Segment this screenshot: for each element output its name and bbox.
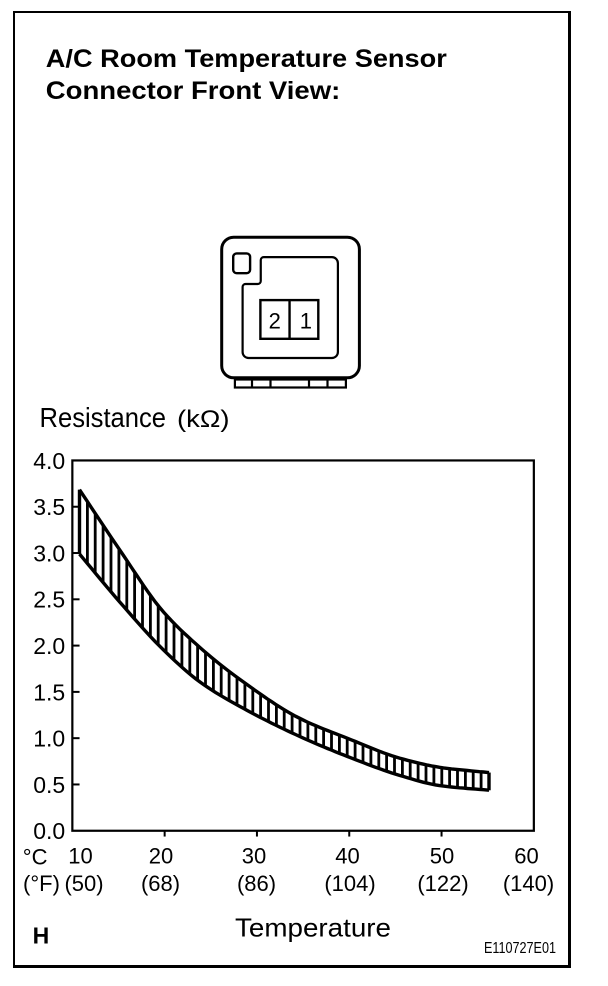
- svg-text:40: 40: [335, 844, 359, 869]
- svg-text:Connector Front View:: Connector Front View:: [46, 77, 341, 105]
- svg-text:2: 2: [269, 308, 281, 333]
- svg-text:H: H: [33, 923, 50, 949]
- svg-text:1.0: 1.0: [33, 726, 65, 752]
- svg-text:3.0: 3.0: [33, 540, 65, 566]
- svg-text:0.0: 0.0: [33, 818, 65, 844]
- svg-text:(122): (122): [417, 871, 468, 896]
- svg-text:2.5: 2.5: [33, 587, 65, 613]
- svg-text:1.5: 1.5: [33, 679, 65, 705]
- svg-text:50: 50: [430, 844, 454, 869]
- svg-text:Resistance: Resistance: [40, 402, 167, 433]
- svg-text:(kΩ): (kΩ): [177, 406, 230, 433]
- svg-text:60: 60: [514, 844, 538, 869]
- svg-text:(50): (50): [64, 871, 103, 896]
- svg-text:0.5: 0.5: [33, 772, 65, 798]
- svg-text:(86): (86): [237, 871, 276, 896]
- svg-text:(68): (68): [141, 871, 180, 896]
- svg-text:3.5: 3.5: [33, 494, 65, 520]
- svg-text:Temperature: Temperature: [235, 912, 391, 942]
- svg-text:E110727E01: E110727E01: [484, 940, 556, 957]
- svg-text:1: 1: [300, 308, 312, 333]
- svg-text:°C: °C: [23, 845, 48, 870]
- svg-text:30: 30: [242, 844, 266, 869]
- svg-text:(°F): (°F): [23, 871, 60, 896]
- svg-text:10: 10: [68, 844, 92, 869]
- svg-text:A/C Room Temperature Sensor: A/C Room Temperature Sensor: [46, 45, 447, 73]
- svg-text:(140): (140): [503, 871, 554, 896]
- svg-text:(104): (104): [324, 871, 375, 896]
- svg-text:4.0: 4.0: [33, 448, 65, 474]
- svg-text:20: 20: [149, 844, 173, 869]
- svg-text:2.0: 2.0: [33, 633, 65, 659]
